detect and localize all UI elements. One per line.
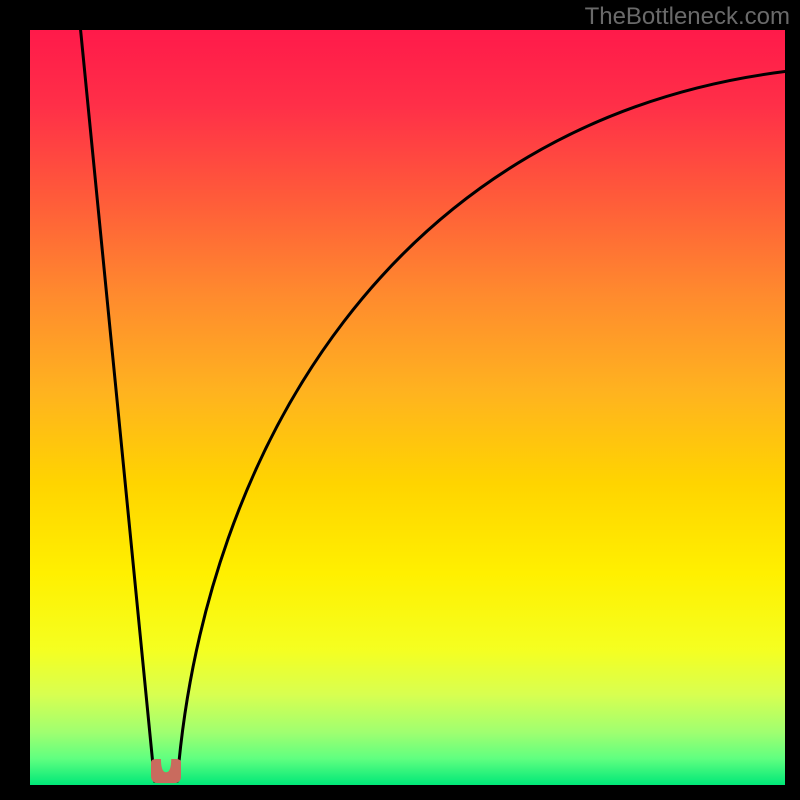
- plot-area: [30, 30, 785, 785]
- chart-container: TheBottleneck.com: [0, 0, 800, 800]
- minimum-marker-icon: [151, 759, 181, 783]
- attribution-text: TheBottleneck.com: [585, 3, 790, 31]
- bottleneck-curve: [30, 30, 785, 785]
